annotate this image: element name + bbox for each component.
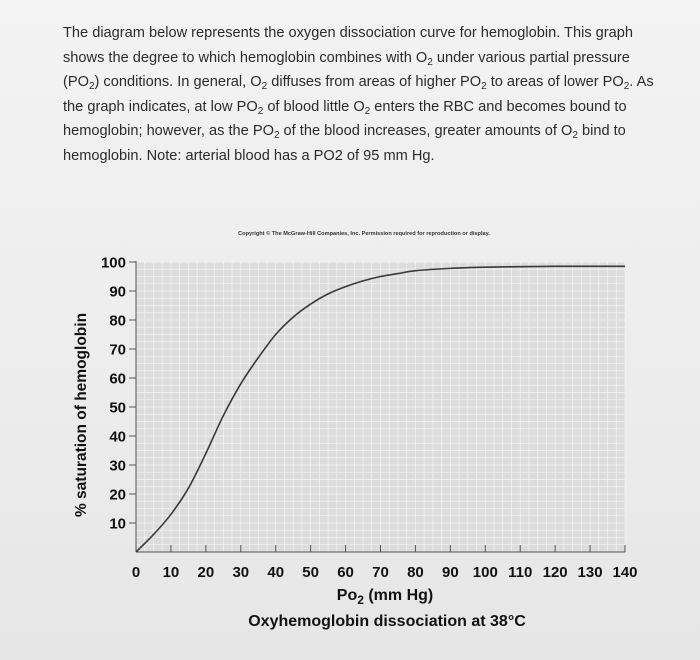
y-tick-label: 60: [109, 371, 126, 388]
y-tick-label: 50: [109, 400, 126, 417]
x-axis-label: Po2 (mm Hg): [337, 587, 433, 607]
y-tick-label: 30: [109, 458, 126, 475]
y-tick-label: 70: [109, 342, 126, 359]
y-axis-label: % saturation of hemoglobin: [73, 313, 90, 517]
x-tick-label: 70: [372, 564, 389, 581]
intro-paragraph: The diagram below represents the oxygen …: [63, 25, 654, 164]
x-axis-ticks: 0 10 20 30 40 50 60 70 80 90 100 110 120 130 140: [132, 545, 638, 581]
x-tick-label: 0: [132, 564, 140, 581]
x-axis-label-sub: 2: [357, 593, 364, 607]
y-tick-label: 100: [101, 255, 126, 272]
x-tick-label: 50: [302, 564, 319, 581]
x-tick-label: 120: [543, 564, 568, 581]
x-tick-label: 80: [407, 564, 424, 581]
y-axis-ticks: 10 20 30 40 50 60 70 80 90 100: [101, 255, 136, 533]
x-tick-label: 140: [612, 564, 637, 581]
x-tick-label: 100: [473, 564, 498, 581]
x-tick-label: 130: [578, 564, 603, 581]
x-tick-label: 30: [232, 564, 249, 581]
y-tick-label: 90: [109, 284, 126, 301]
y-tick-label: 40: [109, 429, 126, 446]
series-line-saturation: [135, 265, 625, 553]
x-tick-label: 20: [198, 564, 215, 581]
y-tick-label: 20: [109, 487, 126, 504]
chart-title: Oxyhemoglobin dissociation at 38°C: [248, 613, 526, 630]
copyright-notice: Copyright © The McGraw-Hill Companies, I…: [238, 230, 490, 237]
x-tick-label: 40: [267, 564, 284, 581]
x-tick-label: 10: [163, 564, 180, 581]
grid-lines: [135, 261, 626, 553]
y-tick-label: 10: [109, 516, 126, 533]
x-tick-label: 110: [508, 564, 532, 581]
x-axis-label-main: Po: [337, 587, 358, 604]
x-tick-label: 90: [442, 564, 459, 581]
x-axis-label-unit: (mm Hg): [364, 587, 433, 604]
y-tick-label: 80: [109, 313, 126, 330]
x-tick-label: 60: [337, 564, 354, 581]
